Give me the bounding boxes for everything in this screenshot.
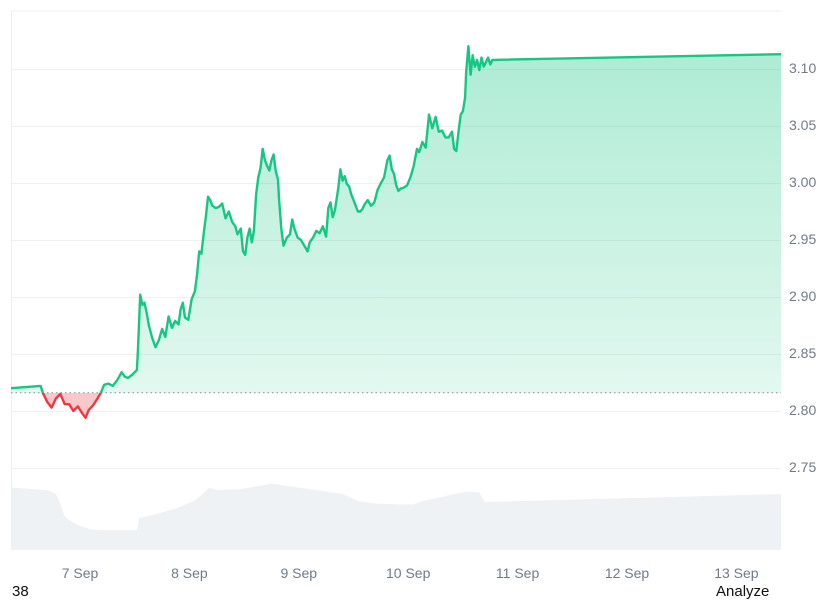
x-tick-label: 13 Sep — [714, 565, 759, 581]
y-tick-label: 2.80 — [789, 402, 817, 418]
y-tick-label: 2.85 — [789, 345, 817, 361]
x-tick-label: 11 Sep — [495, 565, 540, 581]
y-tick-label: 3.05 — [789, 117, 817, 133]
x-tick-label: 7 Sep — [61, 565, 99, 581]
price-fill-down — [11, 392, 781, 418]
y-tick-label: 3.00 — [789, 174, 817, 190]
y-tick-label: 3.10 — [789, 60, 817, 76]
x-tick-label: 8 Sep — [171, 565, 208, 581]
price-line-up — [11, 45, 781, 393]
price-fill-up — [11, 46, 781, 393]
x-tick-label: 12 Sep — [604, 565, 650, 581]
footer-left-text: 38 — [12, 583, 29, 600]
chart-frame — [11, 10, 781, 550]
y-tick-label: 2.75 — [789, 459, 817, 475]
y-tick-label: 2.90 — [789, 288, 817, 304]
volume-area — [11, 483, 781, 550]
y-tick-label: 2.95 — [789, 231, 817, 247]
x-tick-label: 9 Sep — [280, 565, 318, 581]
analyze-link[interactable]: Analyze — [716, 583, 770, 600]
x-tick-label: 10 Sep — [386, 565, 431, 581]
